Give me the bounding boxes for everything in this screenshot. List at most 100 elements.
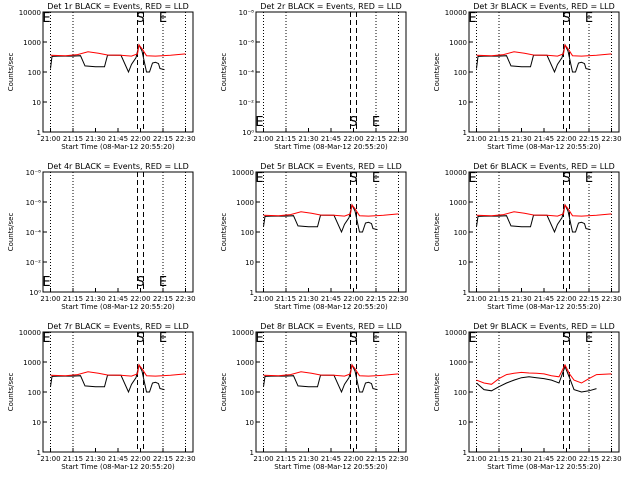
event-marker-label: S <box>136 331 144 346</box>
x-tick-label: 21:15 <box>276 455 296 463</box>
event-marker-label: E <box>255 171 263 186</box>
y-tick-label: 10000 <box>445 9 467 17</box>
y-tick-label: 10⁻⁸ <box>239 9 255 17</box>
event-marker-label: E <box>585 11 593 26</box>
x-tick-label: 22:15 <box>366 135 386 143</box>
x-tick-label: 22:15 <box>366 295 386 303</box>
x-tick-label: 21:30 <box>85 135 105 143</box>
events-rate-line <box>476 365 597 393</box>
x-tick-label: 21:30 <box>85 295 105 303</box>
x-tick-label: 22:00 <box>556 135 576 143</box>
y-tick-label: 10⁻⁶ <box>239 39 255 47</box>
x-tick-label: 21:15 <box>489 455 509 463</box>
x-tick-label: 21:30 <box>511 455 531 463</box>
x-tick-label: 22:30 <box>601 135 621 143</box>
x-tick-label: 21:45 <box>108 135 128 143</box>
lld-rate-line <box>263 203 399 217</box>
y-tick-label: 100 <box>454 69 467 77</box>
chart-title: Det 7r BLACK = Events, RED = LLD <box>47 322 189 331</box>
event-marker-label: E <box>372 171 380 186</box>
chart-title: Det 1r BLACK = Events, RED = LLD <box>47 2 189 11</box>
y-tick-label: 100 <box>454 229 467 237</box>
chart-title: Det 8r BLACK = Events, RED = LLD <box>260 322 402 331</box>
y-axis-label: Counts/sec <box>7 53 15 92</box>
y-axis-label: Counts/sec <box>220 53 228 92</box>
x-tick-label: 21:00 <box>466 135 486 143</box>
event-marker-label: S <box>349 115 357 130</box>
event-marker-label: E <box>159 331 167 346</box>
x-axis-label: Start Time (08-Mar-12 20:55:20) <box>274 463 388 471</box>
y-tick-label: 1 <box>463 449 467 457</box>
y-tick-label: 1000 <box>449 39 467 47</box>
x-tick-label: 22:15 <box>153 455 173 463</box>
x-tick-label: 22:30 <box>601 455 621 463</box>
y-tick-label: 1 <box>250 289 254 297</box>
x-axis-label: Start Time (08-Mar-12 20:55:20) <box>487 463 601 471</box>
x-tick-label: 21:45 <box>321 455 341 463</box>
y-tick-label: 1000 <box>449 359 467 367</box>
x-tick-label: 21:30 <box>511 135 531 143</box>
x-tick-label: 22:00 <box>556 295 576 303</box>
event-marker-label: E <box>468 331 476 346</box>
x-tick-label: 21:30 <box>298 295 318 303</box>
event-marker-label: E <box>585 331 593 346</box>
y-tick-label: 10000 <box>232 169 254 177</box>
y-tick-label: 1000 <box>23 39 41 47</box>
y-axis-label: Counts/sec <box>220 373 228 412</box>
chart-title: Det 4r BLACK = Events, RED = LLD <box>47 162 189 171</box>
event-marker-label: E <box>468 11 476 26</box>
y-tick-label: 10000 <box>19 329 41 337</box>
event-marker-label: E <box>42 11 50 26</box>
events-rate-line <box>50 43 165 74</box>
x-tick-label: 22:00 <box>130 455 150 463</box>
x-tick-label: 22:15 <box>153 135 173 143</box>
x-tick-label: 21:00 <box>253 455 273 463</box>
y-axis-label: Counts/sec <box>7 213 15 252</box>
x-tick-label: 21:00 <box>40 135 60 143</box>
event-marker-label: S <box>349 171 357 186</box>
x-tick-label: 21:00 <box>466 295 486 303</box>
event-marker-label: S <box>562 171 570 186</box>
x-axis-label: Start Time (08-Mar-12 20:55:20) <box>487 143 601 151</box>
x-axis-label: Start Time (08-Mar-12 20:55:20) <box>61 463 175 471</box>
x-tick-label: 22:00 <box>343 135 363 143</box>
y-axis-label: Counts/sec <box>220 213 228 252</box>
y-tick-label: 10⁻⁴ <box>239 69 255 77</box>
x-tick-label: 21:45 <box>321 135 341 143</box>
y-tick-label: 10 <box>245 259 254 267</box>
x-tick-label: 21:45 <box>321 295 341 303</box>
y-tick-label: 10 <box>32 99 41 107</box>
y-axis-label: Counts/sec <box>433 373 441 412</box>
x-tick-label: 21:00 <box>466 455 486 463</box>
event-marker-label: E <box>255 115 263 130</box>
x-tick-label: 22:15 <box>579 135 599 143</box>
y-tick-label: 10 <box>32 419 41 427</box>
x-tick-label: 21:30 <box>85 455 105 463</box>
event-marker-label: S <box>562 331 570 346</box>
x-tick-label: 22:00 <box>343 455 363 463</box>
y-tick-label: 100 <box>241 389 254 397</box>
x-tick-label: 22:15 <box>579 295 599 303</box>
y-tick-label: 10⁻⁸ <box>26 169 42 177</box>
y-tick-label: 10 <box>458 419 467 427</box>
y-tick-label: 100 <box>454 389 467 397</box>
x-tick-label: 21:45 <box>534 295 554 303</box>
chart-title: Det 2r BLACK = Events, RED = LLD <box>260 2 402 11</box>
y-tick-label: 10⁰ <box>29 289 41 297</box>
x-tick-label: 22:30 <box>175 455 195 463</box>
x-tick-label: 21:45 <box>534 135 554 143</box>
x-tick-label: 21:15 <box>63 455 83 463</box>
events-rate-line <box>476 43 591 74</box>
chart-title: Det 3r BLACK = Events, RED = LLD <box>473 2 615 11</box>
chart-title: Det 6r BLACK = Events, RED = LLD <box>473 162 615 171</box>
event-marker-label: S <box>136 275 144 290</box>
events-rate-line <box>263 363 378 394</box>
x-tick-label: 21:45 <box>534 455 554 463</box>
chart-title: Det 9r BLACK = Events, RED = LLD <box>473 322 615 331</box>
